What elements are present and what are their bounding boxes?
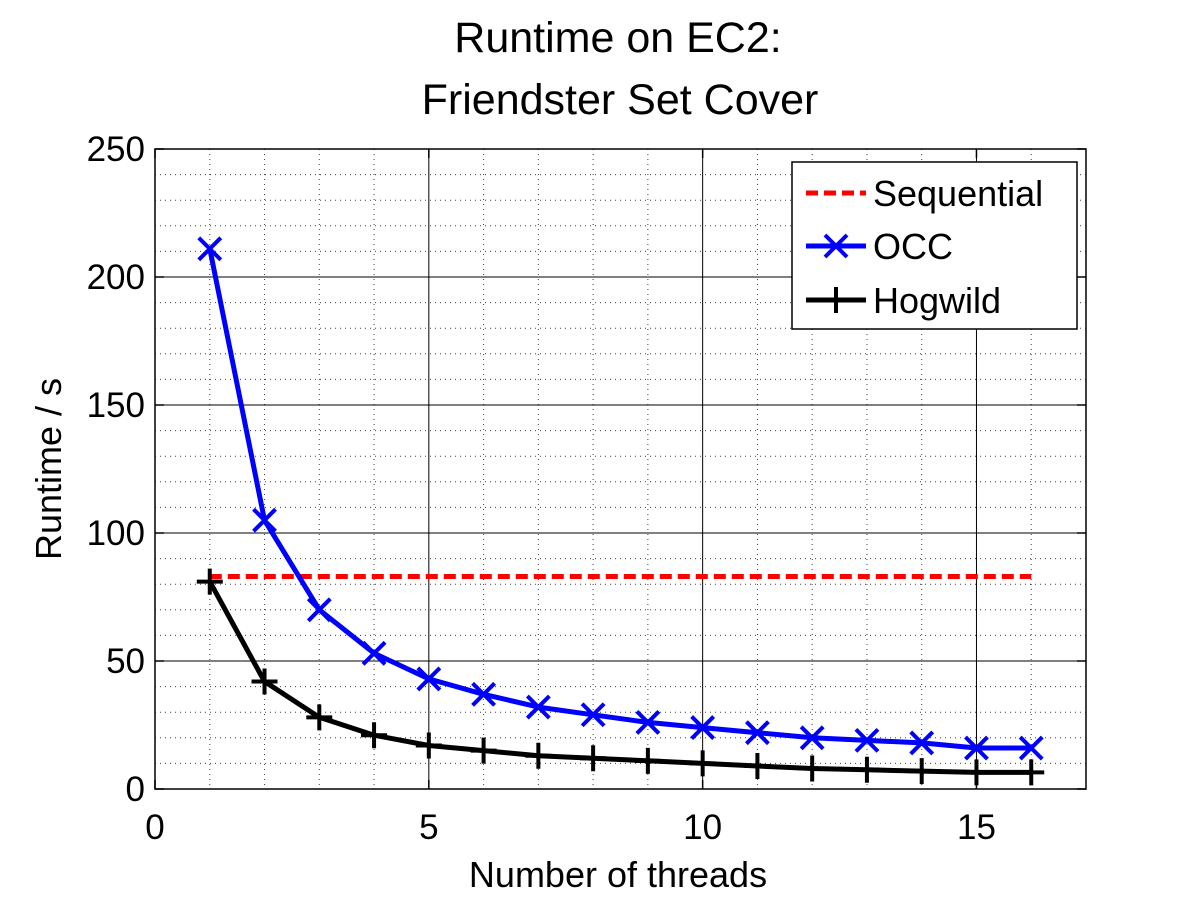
legend-swatch-marker (823, 233, 849, 259)
legend: Sequential OCC Hogwild (791, 161, 1078, 330)
data-point-hogwild (251, 668, 278, 695)
data-point-occ (744, 720, 770, 746)
y-tick-label: 150 (87, 386, 145, 425)
data-point-occ (471, 681, 497, 707)
data-point-occ (525, 694, 551, 720)
x-tick-label: 0 (145, 808, 164, 847)
legend-swatch-marker (823, 287, 849, 313)
tick-marks (154, 148, 1086, 790)
data-point-hogwild (580, 745, 607, 772)
data-point-occ (690, 715, 716, 740)
data-point-hogwild (415, 732, 442, 759)
data-point-occ (964, 735, 989, 761)
data-point-hogwild (744, 752, 771, 779)
data-point-hogwild (853, 756, 880, 783)
series-layer (196, 236, 1045, 786)
chart-title-line-1: Runtime on EC2: (454, 14, 781, 62)
data-point-occ (580, 702, 606, 728)
data-point-occ (306, 597, 332, 623)
data-point-occ (416, 666, 442, 692)
data-point-hogwild (361, 722, 388, 749)
series-hogwild (196, 568, 1045, 786)
data-point-hogwild (1018, 759, 1045, 786)
legend-entry-sequential: Sequential (806, 173, 1043, 214)
data-point-hogwild (908, 758, 935, 785)
data-point-occ (1018, 735, 1044, 761)
y-tick-label: 50 (106, 642, 145, 681)
data-point-hogwild (525, 742, 552, 769)
y-tick-labels: 0 50 100 150 200 250 (87, 130, 145, 809)
data-point-occ (361, 640, 387, 666)
data-point-occ (197, 236, 223, 262)
y-tick-label: 200 (87, 258, 145, 297)
data-point-occ (252, 507, 277, 533)
y-tick-label: 0 (126, 770, 145, 809)
y-tick-label: 250 (87, 130, 145, 169)
data-point-hogwild (963, 759, 990, 786)
x-axis-label: Number of threads (469, 854, 767, 895)
y-tick-label: 100 (87, 514, 145, 553)
data-point-hogwild (799, 755, 826, 782)
y-axis-label: Runtime / s (28, 378, 69, 560)
x-tick-label: 5 (419, 808, 438, 847)
legend-label: OCC (873, 226, 953, 267)
data-point-occ (635, 710, 661, 735)
series-occ (197, 236, 1044, 761)
legend-entry-hogwild: Hogwild (806, 280, 1001, 321)
plot-frame (154, 148, 1087, 790)
legend-entry-occ: OCC (806, 226, 953, 267)
chart-title-line-2: Friendster Set Cover (422, 76, 819, 124)
series-line-hogwild (207, 580, 1032, 775)
data-point-hogwild (470, 737, 497, 764)
series-line-occ (207, 248, 1032, 751)
legend-label: Sequential (873, 173, 1043, 214)
data-point-hogwild (634, 747, 661, 774)
x-tick-label: 15 (957, 808, 996, 847)
data-point-occ (909, 730, 935, 756)
data-point-occ (854, 727, 880, 753)
data-point-hogwild (306, 704, 333, 731)
x-tick-labels: 0 5 10 15 (145, 808, 996, 847)
data-point-hogwild (689, 750, 716, 777)
legend-entries: Sequential OCC Hogwild (806, 173, 1043, 321)
data-point-occ (799, 725, 825, 751)
data-point-hogwild (196, 568, 223, 595)
legend-label: Hogwild (873, 280, 1001, 321)
x-tick-label: 10 (683, 808, 722, 847)
